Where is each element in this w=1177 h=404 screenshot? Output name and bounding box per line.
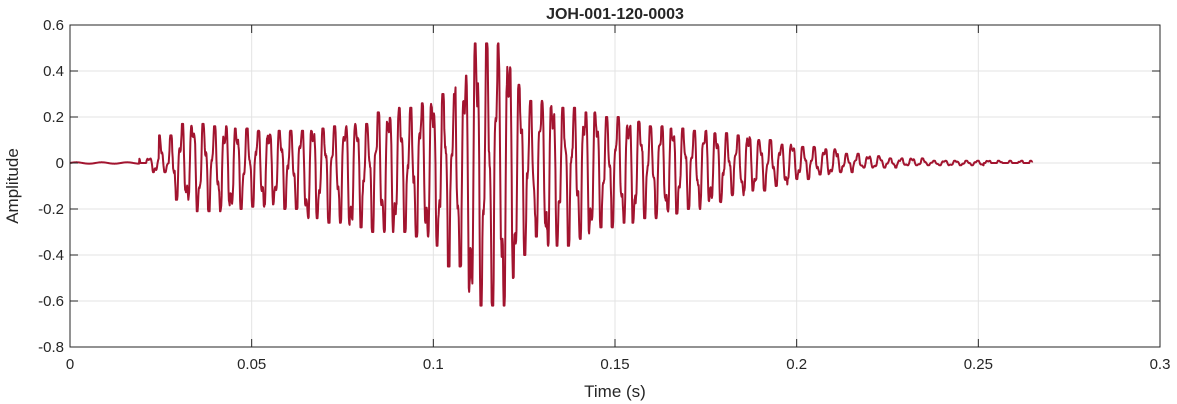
x-tick-label: 0.25 (964, 356, 993, 373)
y-tick-label: -0.4 (38, 247, 64, 264)
y-tick-label: -0.2 (38, 201, 64, 218)
x-tick-label: 0.15 (600, 356, 629, 373)
chart-title: JOH-001-120-0003 (546, 6, 684, 23)
x-tick-label: 0.3 (1150, 356, 1171, 373)
y-tick-label: -0.8 (38, 339, 64, 356)
x-axis-label: Time (s) (584, 382, 646, 401)
series-line (69, 42, 1034, 307)
y-tick-label: 0.6 (43, 17, 64, 34)
y-tick-label: 0.2 (43, 109, 64, 126)
y-axis-label: Amplitude (3, 148, 22, 224)
x-tick-label: 0.05 (237, 356, 266, 373)
x-tick-label: 0.2 (786, 356, 807, 373)
x-tick-label: 0 (66, 356, 74, 373)
y-tick-label: -0.6 (38, 293, 64, 310)
axis-ticks: 0 0.05 0.1 0.15 0.2 0.25 0.3 -0.8 -0.6 -0.4 -0.2 0 0… (38, 17, 1170, 373)
y-tick-label: 0 (56, 155, 64, 172)
x-tick-label: 0.1 (423, 356, 444, 373)
y-tick-label: 0.4 (43, 63, 64, 80)
